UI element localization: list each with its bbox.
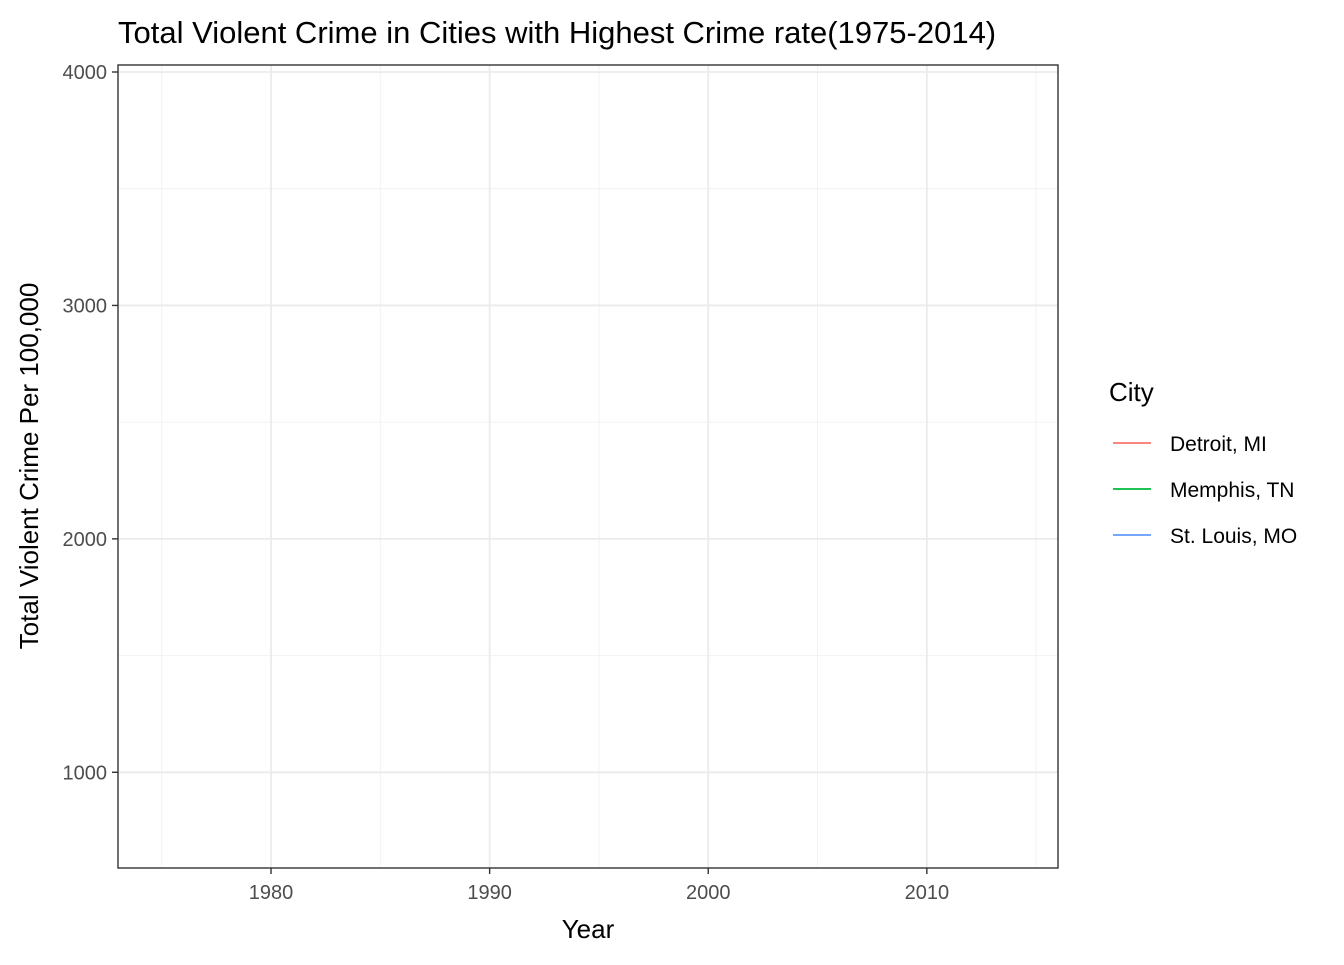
y-tick-label: 1000 (63, 762, 108, 784)
y-tick-label: 2000 (63, 529, 108, 551)
legend-title: City (1109, 377, 1154, 407)
x-tick-label: 1980 (249, 882, 294, 904)
x-tick-label: 2000 (686, 882, 731, 904)
x-tick-label: 1990 (467, 882, 512, 904)
legend-label: Detroit, MI (1170, 433, 1267, 456)
axes: 1980 1990 2000 2010 1000 2000 3000 4000 (63, 62, 950, 904)
legend: City Detroit, MI Memphis, TN St. Louis, MO (1109, 377, 1297, 548)
legend-label: Memphis, TN (1170, 479, 1294, 502)
legend-label: St. Louis, MO (1170, 525, 1297, 548)
x-tick-label: 2010 (905, 882, 950, 904)
y-axis-label: Total Violent Crime Per 100,000 (14, 283, 44, 650)
y-tick-label: 3000 (63, 295, 108, 317)
plot-panel-border (117, 64, 1059, 869)
chart-title: Total Violent Crime in Cities with Highe… (118, 15, 996, 50)
y-tick-label: 4000 (63, 62, 108, 84)
grid (118, 65, 1058, 868)
x-axis-label: Year (562, 914, 615, 944)
